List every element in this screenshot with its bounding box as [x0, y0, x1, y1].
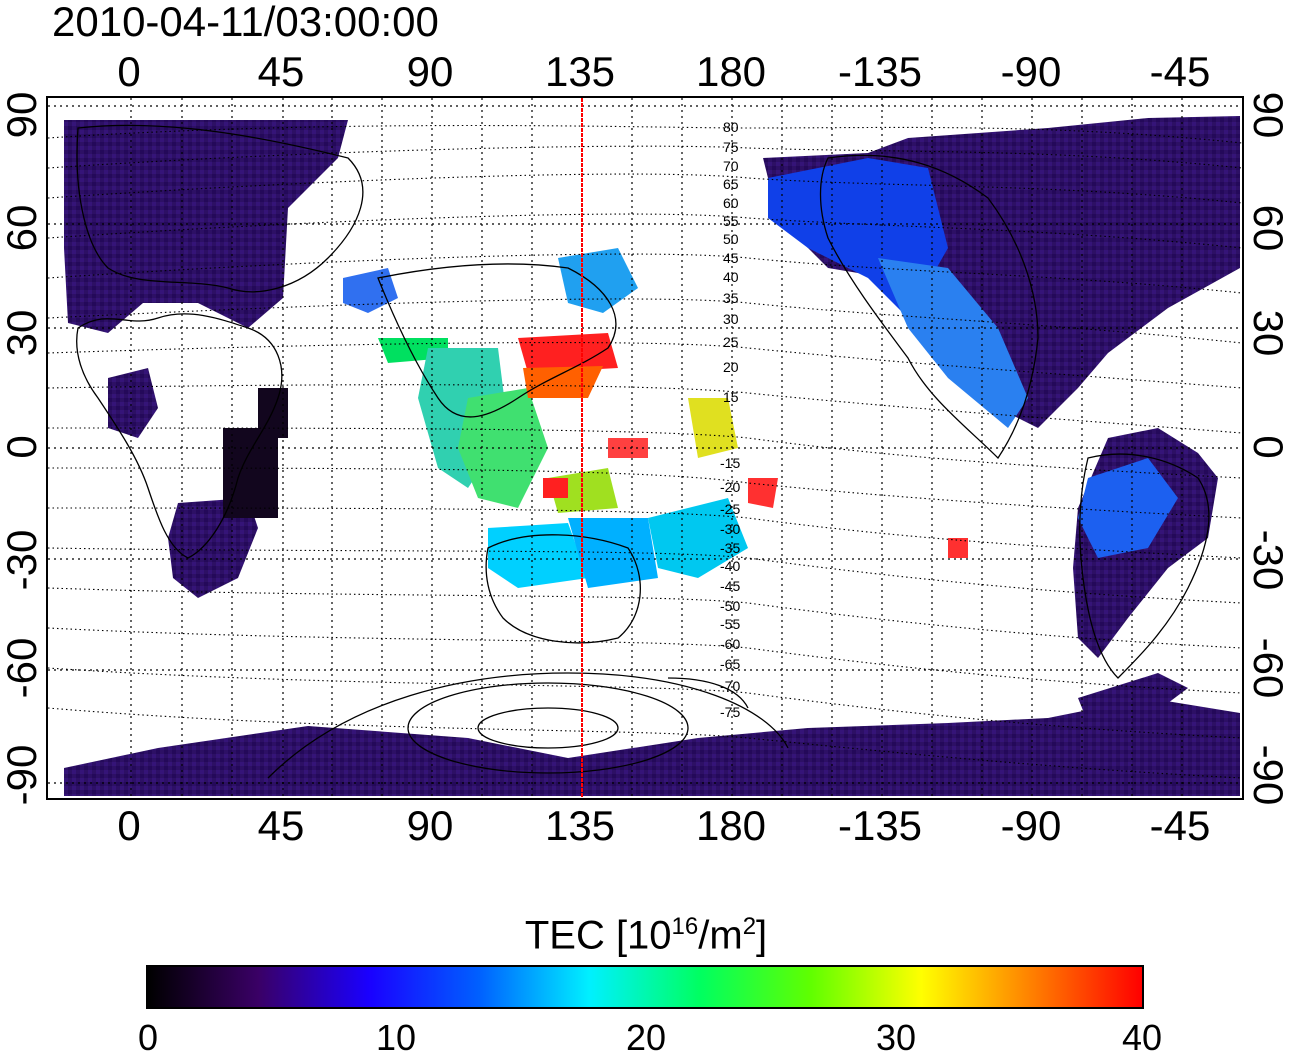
contour-label: 15 — [723, 389, 739, 405]
top-lon-tick: 180 — [695, 48, 767, 95]
left-lat-tick: 60 — [0, 204, 45, 252]
left-lat-tick: -90 — [0, 744, 45, 806]
tec-colorbar — [146, 965, 1144, 1009]
contour-label: -35 — [720, 540, 740, 556]
right-lat-tick: -30 — [1245, 529, 1292, 591]
contour-label: 50 — [723, 231, 739, 247]
contour-label: 55 — [723, 213, 739, 229]
contour-label: 30 — [723, 311, 739, 327]
high-tec-regions — [378, 333, 968, 588]
bottom-lon-tick: -135 — [837, 802, 923, 849]
contour-label: -25 — [720, 501, 740, 517]
contour-label: -65 — [720, 656, 740, 672]
left-lat-tick: 90 — [0, 91, 45, 139]
top-lon-tick: 45 — [257, 48, 305, 95]
right-lat-tick: 30 — [1245, 309, 1292, 357]
left-lat-tick: -30 — [0, 529, 45, 591]
right-lat-tick: 90 — [1245, 91, 1292, 139]
contour-label: 25 — [723, 334, 739, 350]
top-lon-tick: 90 — [406, 48, 454, 95]
contour-label: -20 — [720, 479, 740, 495]
bottom-lon-tick: 0 — [117, 802, 141, 849]
contour-label: 40 — [723, 269, 739, 285]
map-timestamp-title: 2010-04-11/03:00:00 — [52, 0, 439, 45]
bottom-lon-tick: 180 — [695, 802, 767, 849]
contour-label: -70 — [720, 678, 740, 694]
contour-label: -45 — [720, 578, 740, 594]
contour-label: 35 — [723, 290, 739, 306]
top-lon-tick: -135 — [837, 48, 923, 95]
graticule — [48, 98, 1242, 798]
top-lon-tick: 0 — [117, 48, 141, 95]
contour-label: 65 — [723, 176, 739, 192]
mid-tec-regions — [343, 158, 1178, 558]
left-lat-tick: 30 — [0, 309, 45, 357]
contour-label: 20 — [723, 359, 739, 375]
south-pole-contours — [267, 672, 789, 779]
bottom-lon-tick: 45 — [257, 802, 305, 849]
left-lat-tick: 0 — [0, 435, 45, 459]
colorbar-tick: 0 — [137, 1017, 159, 1058]
contour-labels-north: 80 75 70 65 60 55 50 45 40 35 30 25 20 1… — [723, 119, 739, 405]
contour-label: 70 — [723, 158, 739, 174]
right-lat-tick: 0 — [1245, 435, 1292, 459]
top-lon-tick: 135 — [544, 48, 616, 95]
contour-label: 45 — [723, 250, 739, 266]
colorbar-title: TEC [1016/m2] — [524, 913, 768, 958]
tec-map-panel: 80 75 70 65 60 55 50 45 40 35 30 25 20 1… — [46, 96, 1244, 800]
top-lon-tick: -90 — [1000, 48, 1062, 95]
colorbar-tick: 30 — [875, 1017, 917, 1058]
contour-label: -30 — [720, 521, 740, 537]
bottom-lon-tick: -45 — [1149, 802, 1211, 849]
bottom-lon-tick: 90 — [406, 802, 454, 849]
contour-labels-south: -15 -20 -25 -30 -35 -40 -45 -50 -55 -60 … — [720, 455, 740, 720]
colorbar-tick: 20 — [625, 1017, 667, 1058]
contour-label: 60 — [723, 195, 739, 211]
contour-label: 80 — [723, 119, 739, 135]
bottom-lon-tick: 135 — [544, 802, 616, 849]
contour-label: -60 — [720, 636, 740, 652]
contour-label: -75 — [720, 704, 740, 720]
left-lat-tick: -60 — [0, 637, 45, 699]
very-low-tec-regions — [223, 388, 288, 518]
bottom-lon-tick: -90 — [1000, 802, 1062, 849]
contour-label: 75 — [723, 139, 739, 155]
colorbar-tick: 40 — [1121, 1017, 1163, 1058]
right-lat-tick: -60 — [1245, 637, 1292, 699]
contour-label: -55 — [720, 616, 740, 632]
coastlines — [76, 124, 1210, 709]
top-lon-tick: -45 — [1149, 48, 1211, 95]
contour-label: -50 — [720, 598, 740, 614]
right-lat-tick: -90 — [1245, 744, 1292, 806]
contour-label: -40 — [720, 558, 740, 574]
magnetic-contours — [48, 124, 1242, 779]
colorbar-tick: 10 — [375, 1017, 417, 1058]
contour-label: -15 — [720, 455, 740, 471]
right-lat-tick: 60 — [1245, 204, 1292, 252]
tec-map: 80 75 70 65 60 55 50 45 40 35 30 25 20 1… — [48, 98, 1242, 798]
